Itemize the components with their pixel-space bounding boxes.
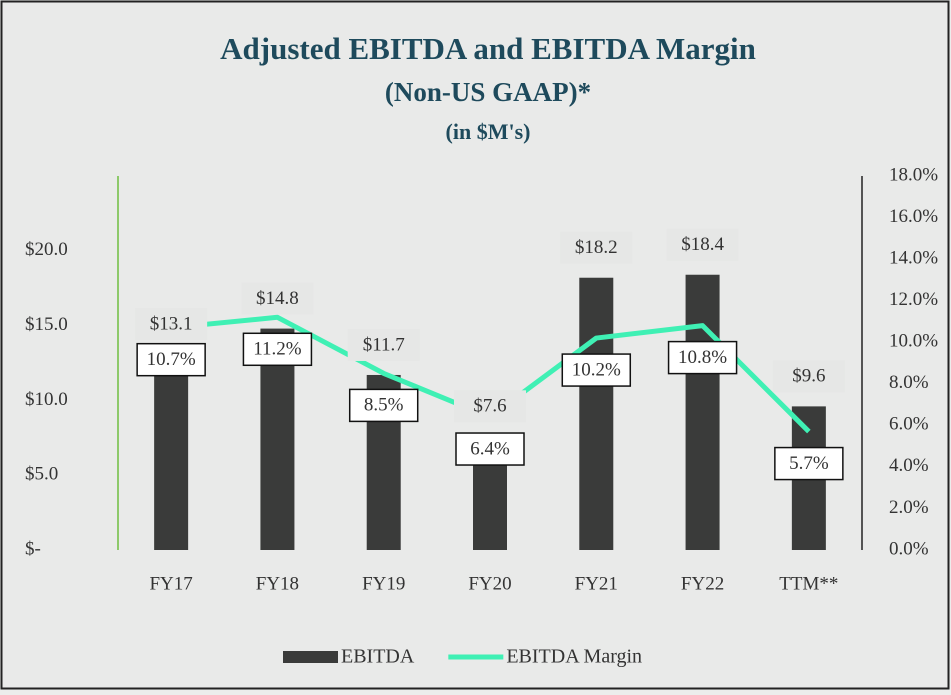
- x-tick-label: FY21: [575, 573, 618, 594]
- units-note: (in $M's): [446, 119, 531, 144]
- bar-value-label: $18.4: [681, 234, 724, 255]
- chart: Adjusted EBITDA and EBITDA Margin (Non-U…: [0, 0, 951, 690]
- bar-value-label: $11.7: [363, 334, 405, 355]
- y2-tick-label: 0.0%: [889, 538, 929, 559]
- legend-label: EBITDA Margin: [506, 646, 642, 668]
- chart-title: Adjusted EBITDA and EBITDA Margin: [220, 31, 756, 66]
- y2-tick-label: 10.0%: [889, 331, 938, 352]
- y2-tick-label: 18.0%: [889, 164, 938, 185]
- y2-tick-label: 4.0%: [889, 455, 929, 476]
- bar: [686, 275, 720, 550]
- line-value-label: 10.2%: [572, 359, 621, 380]
- x-tick-label: FY17: [149, 573, 192, 594]
- line-value-label: 10.8%: [678, 347, 727, 368]
- x-tick-label: TTM**: [779, 573, 838, 594]
- bar-value-label: $14.8: [256, 288, 299, 309]
- bar: [154, 354, 188, 550]
- bar-value-label: $9.6: [792, 366, 825, 387]
- x-tick-label: FY19: [362, 573, 405, 594]
- line-value-label: 11.2%: [253, 339, 302, 360]
- line-value-label: 10.7%: [147, 349, 196, 370]
- bar-value-label: $18.2: [575, 237, 618, 258]
- y-tick-label: $15.0: [25, 314, 68, 335]
- bar: [579, 278, 613, 550]
- x-tick-label: FY22: [681, 573, 724, 594]
- y-tick-label: $5.0: [25, 464, 58, 485]
- line-value-label: 8.5%: [364, 395, 404, 416]
- y2-tick-label: 8.0%: [889, 372, 929, 393]
- y-tick-label: $-: [25, 538, 41, 559]
- legend-label: EBITDA: [341, 646, 415, 668]
- bar-value-label: $7.6: [473, 396, 506, 417]
- x-tick-label: FY18: [256, 573, 299, 594]
- y2-tick-label: 12.0%: [889, 289, 938, 310]
- legend-swatch: [283, 651, 338, 663]
- y-tick-label: $10.0: [25, 389, 68, 410]
- line-value-label: 5.7%: [789, 453, 829, 474]
- y2-tick-label: 6.0%: [889, 414, 929, 435]
- y2-tick-label: 16.0%: [889, 206, 938, 227]
- y2-tick-label: 14.0%: [889, 247, 938, 268]
- y-tick-label: $20.0: [25, 239, 68, 260]
- chart-subtitle: (Non-US GAAP)*: [385, 77, 591, 107]
- line-value-label: 6.4%: [470, 438, 510, 459]
- bar-value-label: $13.1: [150, 313, 193, 334]
- x-tick-label: FY20: [468, 573, 511, 594]
- y2-tick-label: 2.0%: [889, 497, 929, 518]
